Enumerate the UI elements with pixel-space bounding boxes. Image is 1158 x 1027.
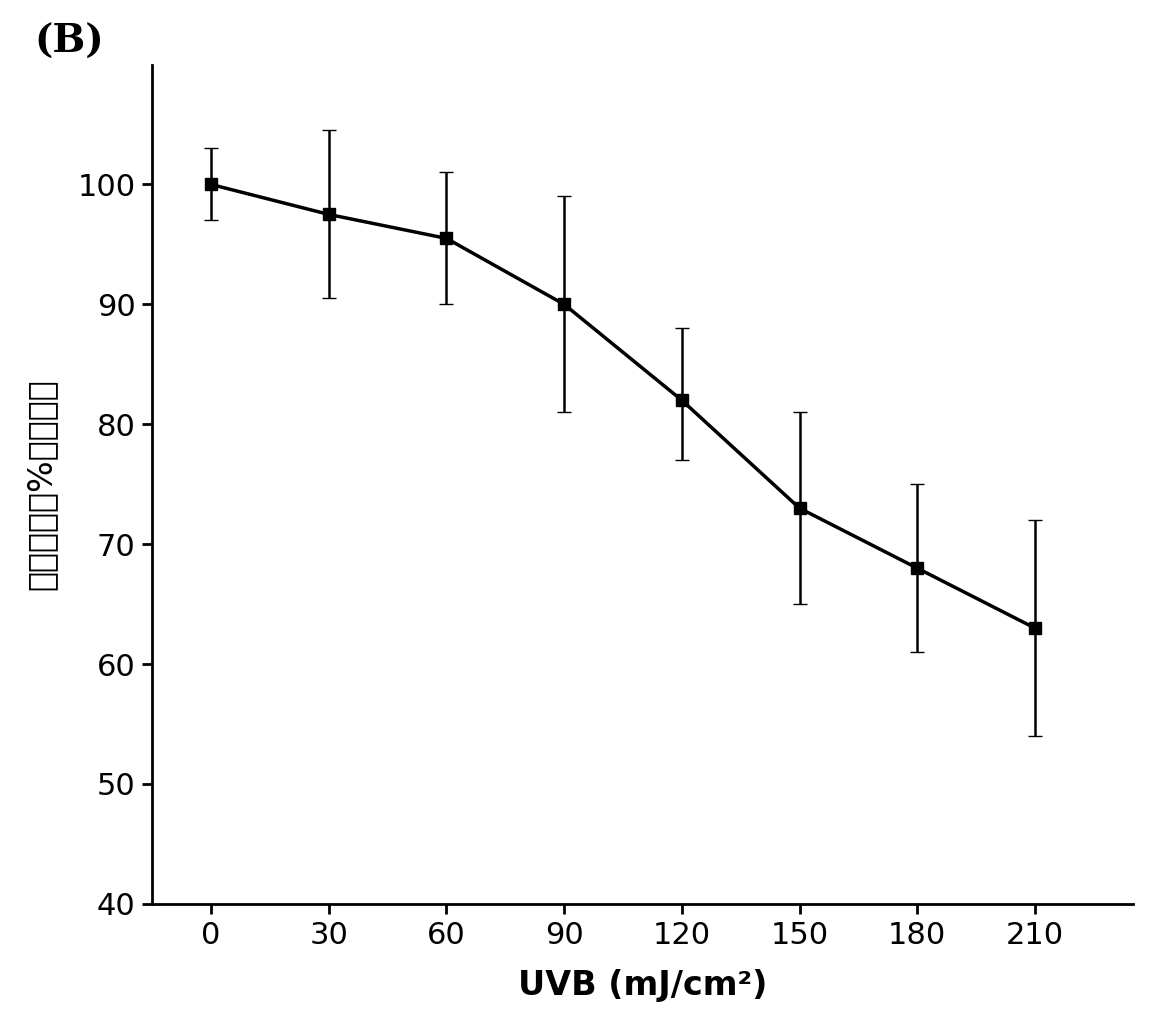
Text: (B): (B) xyxy=(35,23,104,61)
Y-axis label: 细胞增殖（%正常组）: 细胞增殖（%正常组） xyxy=(25,378,58,591)
X-axis label: UVB (mJ/cm²): UVB (mJ/cm²) xyxy=(518,969,768,1002)
